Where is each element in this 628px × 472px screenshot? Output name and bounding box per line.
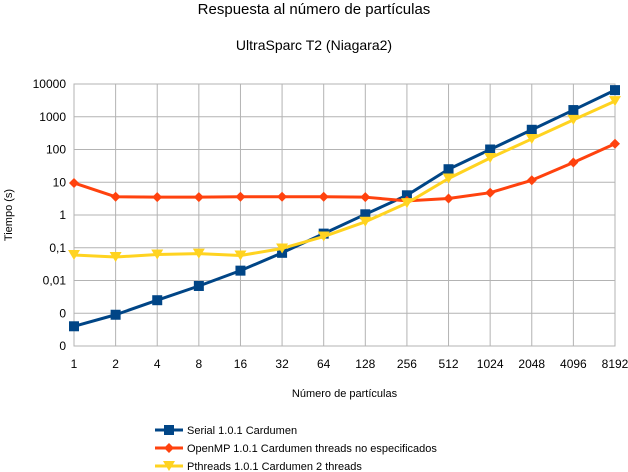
y-tick-label: 0,01 bbox=[43, 274, 67, 288]
legend-label: Pthreads 1.0.1 Cardumen 2 threads bbox=[187, 461, 362, 472]
y-tick-label: 0,1 bbox=[49, 241, 66, 255]
x-tick-label: 1 bbox=[71, 357, 78, 371]
legend: Serial 1.0.1 Cardumen OpenMP 1.0.1 Cardum… bbox=[155, 425, 437, 472]
data-point bbox=[360, 209, 371, 220]
data-point bbox=[152, 295, 163, 306]
legend-label: Serial 1.0.1 Cardumen bbox=[187, 425, 297, 437]
x-tick-label: 4 bbox=[154, 357, 161, 371]
y-tick-label: 1 bbox=[59, 208, 66, 222]
data-point bbox=[525, 133, 538, 144]
data-point bbox=[110, 309, 121, 320]
series-line bbox=[73, 88, 616, 328]
y-tick-label: 10 bbox=[53, 175, 67, 189]
legend-swatch-marker bbox=[164, 443, 174, 453]
data-point bbox=[442, 173, 455, 184]
data-point bbox=[277, 191, 288, 202]
data-point bbox=[235, 265, 246, 276]
series-line bbox=[73, 99, 616, 259]
data-point bbox=[317, 231, 330, 242]
y-tick-label: 0 bbox=[59, 339, 66, 353]
chart-title: Respuesta al número de partículas bbox=[198, 1, 431, 18]
data-point bbox=[443, 193, 454, 204]
chart-subtitle: UltraSparc T2 (Niagara2) bbox=[236, 37, 392, 53]
data-point bbox=[152, 192, 163, 203]
legend-item-2: OpenMP 1.0.1 Cardumen threads no especif… bbox=[155, 443, 437, 455]
data-point bbox=[610, 138, 620, 149]
x-tick-label: 2048 bbox=[518, 357, 545, 371]
y-axis-title: Tiempo (s) bbox=[3, 189, 15, 241]
data-point bbox=[192, 248, 205, 259]
data-point bbox=[526, 175, 537, 186]
data-point bbox=[151, 249, 164, 260]
data-point bbox=[235, 191, 246, 202]
x-tick-label: 4096 bbox=[560, 357, 587, 371]
series-line bbox=[73, 142, 616, 203]
data-point bbox=[318, 191, 329, 202]
grid bbox=[73, 83, 616, 347]
x-axis-ticks: 1 2 4 8 16 32 64 128 256 512 1024 2048 4096 8192 bbox=[71, 357, 628, 371]
x-axis-title: Número de partículas bbox=[292, 388, 398, 400]
x-tick-label: 64 bbox=[317, 357, 331, 371]
x-tick-label: 8192 bbox=[602, 357, 628, 371]
data-point bbox=[276, 243, 289, 254]
y-axis-ticks: 10000 1000 100 10 1 0,1 0,01 0 0 bbox=[33, 77, 67, 353]
legend-item-3: Pthreads 1.0.1 Cardumen 2 threads bbox=[155, 461, 362, 472]
series-3 bbox=[68, 96, 621, 263]
legend-swatch-marker bbox=[163, 461, 175, 471]
x-tick-label: 8 bbox=[196, 357, 203, 371]
data-point bbox=[485, 187, 496, 198]
data-point bbox=[69, 177, 79, 188]
data-point bbox=[359, 216, 372, 227]
y-tick-label: 100 bbox=[46, 143, 66, 157]
data-point bbox=[193, 280, 204, 291]
data-point bbox=[568, 105, 579, 116]
data-point bbox=[485, 144, 496, 155]
data-point bbox=[401, 190, 412, 201]
data-point bbox=[69, 321, 79, 332]
x-tick-label: 2 bbox=[112, 357, 119, 371]
data-point bbox=[68, 250, 80, 261]
data-point bbox=[110, 191, 121, 202]
data-point bbox=[234, 250, 247, 261]
legend-label: OpenMP 1.0.1 Cardumen threads no especif… bbox=[187, 443, 437, 455]
x-tick-label: 1024 bbox=[477, 357, 504, 371]
x-tick-label: 512 bbox=[439, 357, 459, 371]
series-1 bbox=[69, 85, 620, 332]
data-point bbox=[360, 192, 371, 203]
data-point bbox=[568, 157, 579, 168]
x-tick-label: 128 bbox=[355, 357, 375, 371]
data-point bbox=[609, 96, 621, 107]
y-tick-label: 1000 bbox=[39, 110, 66, 124]
data-point bbox=[610, 85, 620, 96]
data-point bbox=[526, 124, 537, 135]
x-tick-label: 16 bbox=[234, 357, 248, 371]
legend-item-1: Serial 1.0.1 Cardumen bbox=[155, 425, 297, 437]
data-point bbox=[443, 164, 454, 175]
data-point bbox=[109, 252, 122, 263]
data-point bbox=[193, 192, 204, 203]
data-point bbox=[567, 114, 580, 125]
y-tick-label: 10000 bbox=[33, 77, 67, 91]
legend-swatch-marker bbox=[164, 425, 174, 435]
y-tick-label: 0 bbox=[59, 306, 66, 320]
x-tick-label: 256 bbox=[397, 357, 417, 371]
plot-area-frame bbox=[73, 83, 616, 347]
series-2 bbox=[69, 138, 620, 206]
data-point bbox=[484, 153, 497, 164]
x-tick-label: 32 bbox=[275, 357, 289, 371]
series-group bbox=[68, 85, 621, 332]
data-point bbox=[400, 198, 413, 209]
